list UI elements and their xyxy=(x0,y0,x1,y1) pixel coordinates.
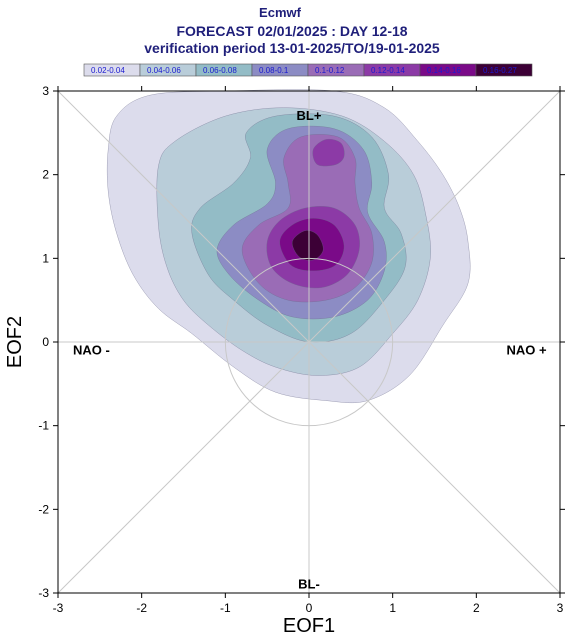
regime-label: BL- xyxy=(298,577,320,592)
legend-swatch xyxy=(475,63,533,77)
x-axis-title: EOF1 xyxy=(283,615,335,637)
chart-subtitle-2: verification period 13-01-2025/TO/19-01-… xyxy=(144,40,440,56)
x-tick-label: 2 xyxy=(473,601,480,615)
unit-circle xyxy=(224,257,394,427)
y-tick-label: -1 xyxy=(38,419,49,433)
density-contours xyxy=(106,89,471,404)
y-tick-label: -3 xyxy=(38,586,49,600)
y-tick-label: 0 xyxy=(42,335,49,349)
density-contour xyxy=(291,230,324,261)
regime-label: BL+ xyxy=(297,108,322,123)
y-axis-title: EOF2 xyxy=(4,316,26,368)
density-contour xyxy=(312,138,345,167)
x-tick-label: -3 xyxy=(53,601,64,615)
axis-ticks: -3 -2 -1 0 1 2 3 3 2 1 0 -1 -2 -3 xyxy=(38,84,565,615)
y-tick-label: -2 xyxy=(38,502,49,516)
legend-label: 0.04-0.06 xyxy=(147,66,181,75)
legend-label: 0.06-0.08 xyxy=(203,66,237,75)
regime-labels: BL+ BL- NAO - NAO + xyxy=(73,108,547,592)
x-tick-label: 0 xyxy=(306,601,313,615)
legend: 0.02-0.04 0.04-0.06 0.06-0.08 0.08-0.1 0.1-0… xyxy=(83,63,533,77)
legend-label: 0.12-0.14 xyxy=(371,66,405,75)
x-tick-label: 1 xyxy=(389,601,396,615)
legend-label: 0.14-0.16 xyxy=(427,66,461,75)
plot-area: -3 -2 -1 0 1 2 3 3 2 1 0 -1 -2 -3 BL+ BL- NAO - NAO + xyxy=(38,84,565,615)
legend-label: 0.08-0.1 xyxy=(259,66,289,75)
legend-label: 0.1-0.12 xyxy=(315,66,345,75)
legend-label: 0.02-0.04 xyxy=(91,66,125,75)
legend-label: 0.16-0.27 xyxy=(483,66,517,75)
y-tick-label: 2 xyxy=(42,168,49,182)
x-tick-label: -1 xyxy=(220,601,231,615)
chart-subtitle: FORECAST 02/01/2025 : DAY 12-18 xyxy=(176,23,407,39)
regime-guides xyxy=(57,90,561,594)
regime-label: NAO - xyxy=(73,342,110,357)
chart-title: Ecmwf xyxy=(259,5,302,20)
x-tick-label: 3 xyxy=(557,601,564,615)
regime-label: NAO + xyxy=(506,342,547,357)
x-tick-label: -2 xyxy=(136,601,147,615)
y-tick-label: 3 xyxy=(42,84,49,98)
y-tick-label: 1 xyxy=(42,251,49,265)
